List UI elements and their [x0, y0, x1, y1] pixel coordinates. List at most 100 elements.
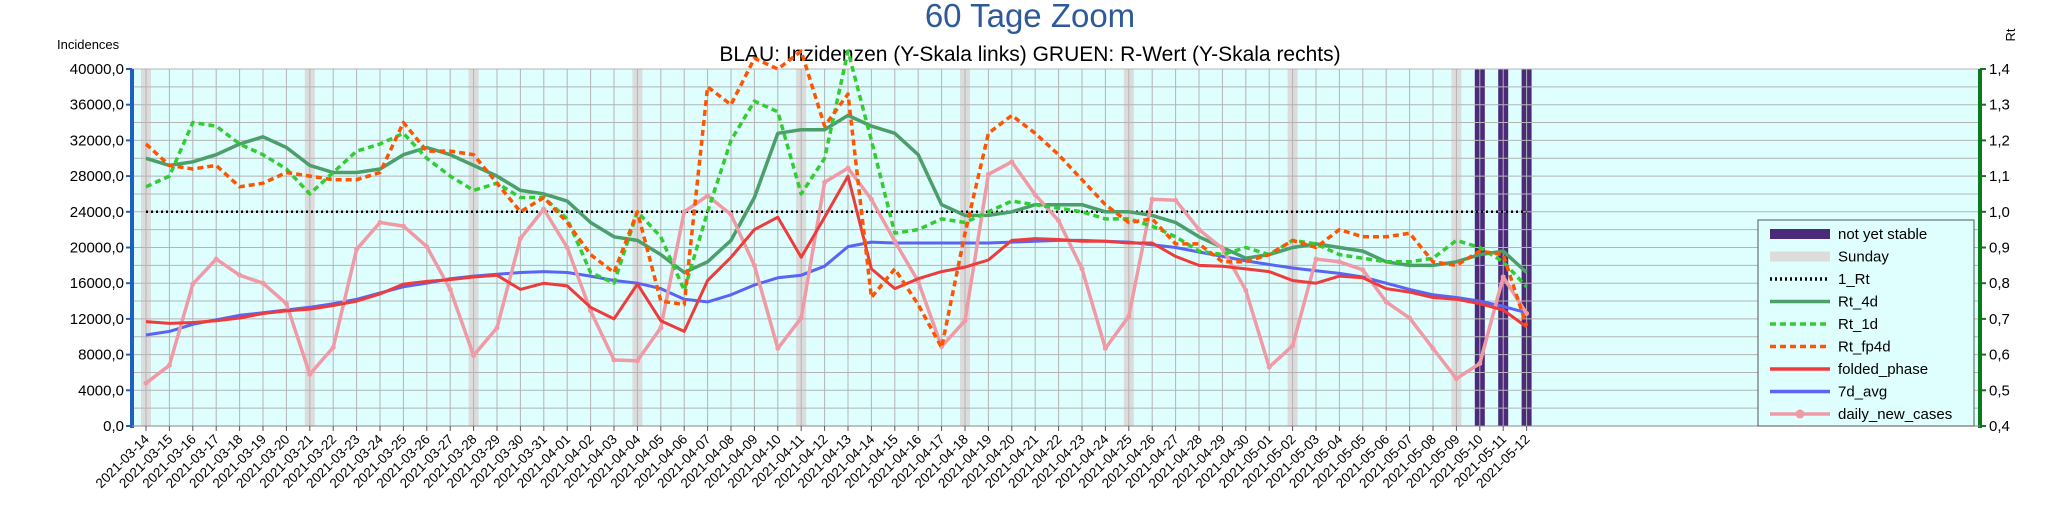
chart-title: 60 Tage Zoom [925, 0, 1135, 34]
y-tick-left-label: 32000,0 [70, 132, 124, 149]
point-daily_new_cases [1290, 343, 1296, 349]
point-daily_new_cases [1407, 315, 1413, 321]
y-tick-right-label: 1,0 [1989, 204, 2010, 221]
point-daily_new_cases [962, 318, 968, 324]
point-daily_new_cases [494, 325, 500, 331]
point-daily_new_cases [1313, 256, 1319, 262]
point-daily_new_cases [166, 362, 172, 368]
point-daily_new_cases [985, 171, 991, 177]
point-daily_new_cases [517, 236, 523, 242]
point-daily_new_cases [213, 256, 219, 262]
point-daily_new_cases [611, 357, 617, 363]
point-daily_new_cases [1219, 245, 1225, 251]
y-tick-right-label: 1,2 [1989, 132, 2010, 149]
legend-swatch [1770, 251, 1830, 262]
y-tick-left-label: 28000,0 [70, 168, 124, 185]
y-tick-left-label: 16000,0 [70, 275, 124, 292]
point-daily_new_cases [751, 262, 757, 268]
point-daily_new_cases [190, 281, 196, 287]
legend-label: folded_phase [1838, 361, 1928, 378]
grid-lines [132, 68, 1980, 427]
series-Rt_4d [145, 113, 1528, 275]
legend-label: Rt_4d [1838, 294, 1878, 311]
point-daily_new_cases [1126, 313, 1132, 319]
legend-label: daily_new_cases [1838, 406, 1952, 423]
axes: 0,0 4000,0 8000,0 12000,0 16000,0 20000,0 2400… [70, 61, 2010, 491]
point-daily_new_cases [1056, 218, 1062, 224]
point-daily_new_cases [1149, 196, 1155, 202]
point-daily_new_cases [798, 315, 804, 321]
point-daily_new_cases [1243, 287, 1249, 293]
series-folded_phase [145, 174, 1528, 333]
point-daily_new_cases [424, 244, 430, 250]
point-daily_new_cases [330, 344, 336, 350]
y-tick-right-label: 0,4 [1989, 418, 2010, 435]
point-daily_new_cases [1009, 159, 1015, 165]
point-daily_new_cases [681, 209, 687, 215]
point-daily_new_cases [1430, 345, 1436, 351]
legend-swatch [1770, 229, 1830, 239]
y-tick-left-label: 40000,0 [70, 61, 124, 78]
point-daily_new_cases [354, 246, 360, 252]
y-tick-right-label: 0,8 [1989, 275, 2010, 292]
legend-label: Sunday [1838, 249, 1889, 266]
point-daily_new_cases [1079, 266, 1085, 272]
legend-label: Rt_fp4d [1838, 339, 1891, 356]
y-axis-right-label: Rt [2003, 28, 2018, 41]
legend: not yet stable Sunday 1_Rt Rt_4d Rt_1d Rt_fp4… [1757, 219, 1975, 427]
point-daily_new_cases [1196, 227, 1202, 233]
point-daily_new_cases [564, 245, 570, 250]
point-daily_new_cases [1032, 192, 1038, 198]
point-daily_new_cases [377, 220, 383, 226]
y-tick-left-label: 12000,0 [70, 311, 124, 328]
chart-subtitle: BLAU: Inzidenzen (Y-Skala links) GRUEN: … [719, 43, 1340, 66]
point-daily_new_cases [1477, 361, 1483, 367]
y-tick-right-label: 0,5 [1989, 382, 2010, 399]
point-daily_new_cases [775, 345, 781, 351]
y-tick-left-label: 8000,0 [78, 347, 124, 364]
point-daily_new_cases [1453, 376, 1459, 382]
point-daily_new_cases [237, 272, 243, 278]
legend-label: Rt_1d [1838, 316, 1878, 333]
series-lines [143, 49, 1530, 386]
point-daily_new_cases [868, 196, 874, 202]
point-daily_new_cases [588, 308, 594, 314]
point-daily_new_cases [634, 358, 640, 364]
legend-marker [1795, 409, 1805, 419]
point-daily_new_cases [892, 238, 898, 244]
y-tick-right-label: 0,7 [1989, 311, 2010, 328]
y-tick-right-label: 1,3 [1989, 97, 2010, 114]
y-tick-right-label: 0,6 [1989, 347, 2010, 364]
point-daily_new_cases [1524, 311, 1530, 317]
y-tick-right-label: 1,4 [1989, 61, 2010, 78]
legend-label: 1_Rt [1838, 271, 1871, 288]
point-daily_new_cases [658, 325, 664, 331]
series-Rt_fp4d [144, 49, 1529, 350]
point-daily_new_cases [260, 280, 266, 286]
point-daily_new_cases [1266, 364, 1272, 370]
y-tick-left-label: 36000,0 [70, 97, 124, 114]
y-tick-left-label: 24000,0 [70, 204, 124, 221]
point-daily_new_cases [283, 301, 289, 307]
point-daily_new_cases [447, 286, 453, 292]
point-daily_new_cases [307, 371, 313, 377]
point-daily_new_cases [705, 193, 711, 199]
point-daily_new_cases [728, 211, 734, 217]
y-tick-left-label: 0,0 [103, 418, 124, 435]
point-daily_new_cases [143, 380, 149, 386]
series-daily_new_cases [144, 160, 1529, 385]
point-daily_new_cases [1336, 259, 1342, 265]
y-tick-right-label: 1,1 [1989, 168, 2010, 185]
y-tick-right-label: 0,9 [1989, 240, 2010, 257]
point-daily_new_cases [541, 206, 547, 212]
point-daily_new_cases [822, 179, 828, 185]
y-tick-left-label: 20000,0 [70, 240, 124, 257]
point-daily_new_cases [1102, 345, 1108, 351]
point-daily_new_cases [1500, 274, 1506, 280]
point-daily_new_cases [471, 352, 477, 358]
point-daily_new_cases [400, 223, 406, 229]
point-daily_new_cases [1360, 267, 1366, 273]
point-daily_new_cases [1383, 299, 1389, 305]
legend-label: not yet stable [1838, 226, 1927, 243]
